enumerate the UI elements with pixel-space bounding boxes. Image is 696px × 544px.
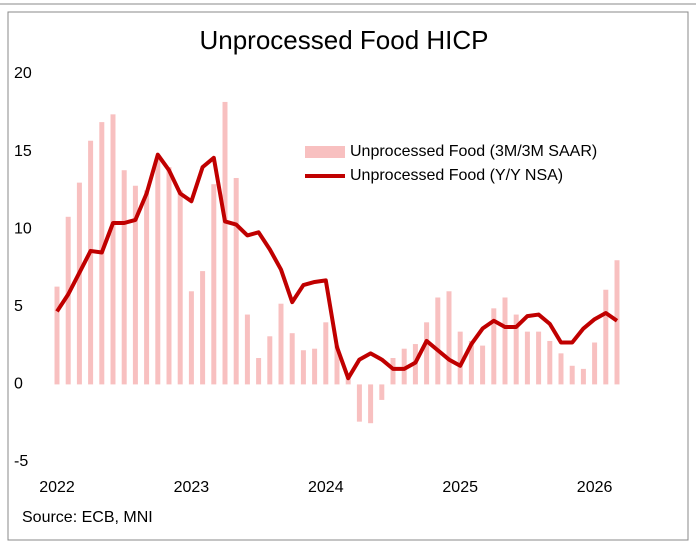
bar [356,384,362,422]
bar [368,384,374,424]
bar [345,376,351,385]
source: Source: ECB, MNI [22,509,153,526]
bar [323,322,329,385]
bar [580,368,586,385]
bar [547,340,553,385]
legend-label: Unprocessed Food (Y/Y NSA) [350,167,563,184]
bar [188,291,194,385]
bar [592,342,598,385]
bar [513,314,519,385]
bar [491,308,497,385]
bar [144,190,150,385]
bar [222,101,228,385]
chart-frame [7,11,689,541]
bar [502,297,508,385]
chart-title: Unprocessed Food HICP [199,25,488,55]
bar [244,314,250,385]
line [55,152,619,381]
bar [278,303,284,385]
bar [603,289,609,385]
bar [424,322,430,385]
bar [76,182,82,385]
bar [614,260,620,385]
bar [536,331,542,385]
y-tick-label: 20 [14,65,32,82]
bar [312,348,318,385]
bar [211,184,217,385]
bar [54,286,60,385]
bar [446,291,452,385]
bar [390,358,396,385]
x-tick-label: 2022 [39,479,75,496]
bar [200,271,206,385]
y-tick-label: 10 [14,220,32,237]
bar [480,345,486,385]
bar [177,190,183,385]
bar [569,365,575,385]
bar [435,297,441,385]
x-tick-label: 2025 [442,479,478,496]
bar [457,331,463,385]
bar [524,331,530,385]
bar [155,159,161,385]
bar [267,336,273,385]
bar [300,350,306,385]
bar [65,216,71,385]
x-tick-label: 2026 [577,479,613,496]
x-tick-label: 2023 [174,479,210,496]
x-tick-label: 2024 [308,479,344,496]
bar [289,333,295,385]
y-tick-label: 0 [14,376,23,393]
bar [468,340,474,385]
legend-swatch [305,146,345,158]
bar [334,345,340,385]
bar [558,353,564,385]
bar [233,177,239,385]
bar [401,348,407,385]
bar [256,358,262,385]
bar [379,384,385,400]
bar [132,185,138,385]
bar [121,170,127,385]
bar [166,167,172,385]
y-tick-label: 15 [14,143,32,160]
y-tick-label: -5 [14,453,28,470]
bar [88,140,94,385]
y-tick-label: 5 [14,298,23,315]
legend-label: Unprocessed Food (3M/3M SAAR) [350,143,597,160]
bar [110,114,116,385]
